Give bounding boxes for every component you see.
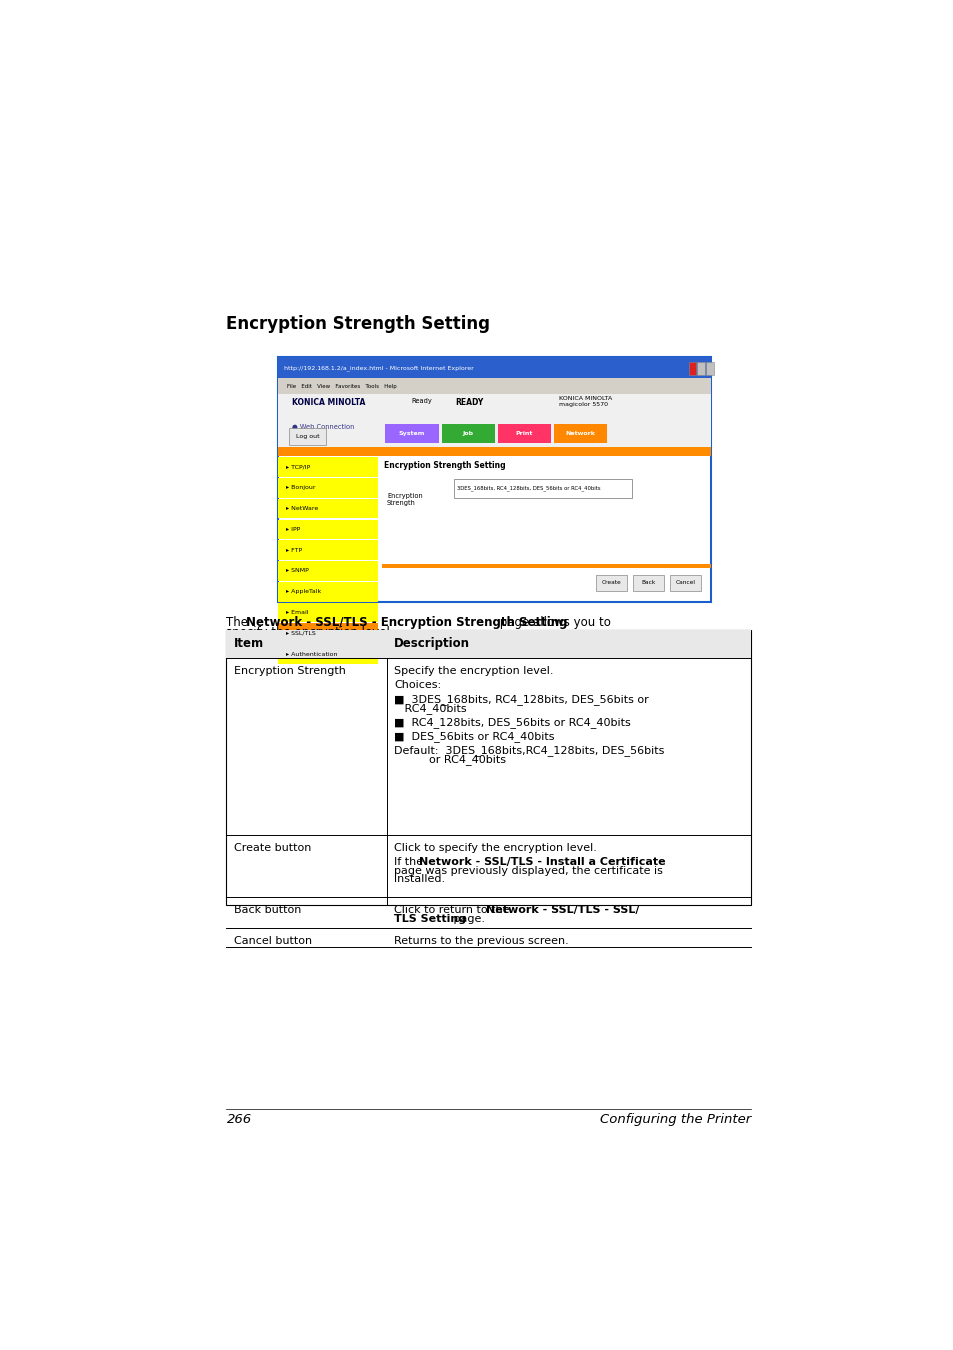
Text: http://192.168.1.2/a_index.html - Microsoft Internet Explorer: http://192.168.1.2/a_index.html - Micros… [284,364,474,371]
Bar [289,428,326,444]
Text: Cancel button: Cancel button [233,937,312,946]
Bar [226,629,751,657]
Text: Cancel: Cancel [675,580,695,586]
Text: System: System [398,431,425,436]
Text: Click to return to the: Click to return to the [394,906,513,915]
Bar [278,378,710,394]
Text: Specify the encryption level.: Specify the encryption level. [394,666,553,676]
Bar [278,562,377,580]
Text: Configuring the Printer: Configuring the Printer [599,1112,751,1126]
Text: Ready: Ready [411,398,432,404]
Text: ▸ Authentication: ▸ Authentication [285,652,336,656]
Text: ▸ NetWare: ▸ NetWare [285,506,317,512]
Bar [454,479,631,498]
Text: The: The [226,616,252,629]
Text: ▸ SSL/TLS: ▸ SSL/TLS [285,630,315,636]
Text: Item: Item [233,637,264,651]
Text: TLS Setting: TLS Setting [394,914,466,923]
Text: specify the encryption level.: specify the encryption level. [226,626,394,639]
Text: Network - SSL/TLS - SSL/: Network - SSL/TLS - SSL/ [486,906,639,915]
Bar [278,644,377,664]
Bar [278,520,377,539]
Text: Back button: Back button [233,906,301,915]
Text: Default:  3DES_168bits,RC4_128bits, DES_56bits: Default: 3DES_168bits,RC4_128bits, DES_5… [394,745,663,756]
Text: KONICA MINOLTA
magicolor 5570: KONICA MINOLTA magicolor 5570 [558,396,612,406]
Text: Encryption Strength: Encryption Strength [233,666,345,676]
Text: Description: Description [394,637,470,651]
Bar [226,629,751,906]
Text: Encryption
Strength: Encryption Strength [387,493,422,505]
Bar [278,478,377,498]
Bar [697,362,704,375]
Text: Create button: Create button [233,842,311,853]
Text: page.: page. [450,914,484,923]
Text: Print: Print [516,431,533,436]
Bar [278,602,377,622]
Text: Back: Back [640,580,655,586]
Text: 266: 266 [226,1112,252,1126]
Text: ▸ Bonjour: ▸ Bonjour [285,486,314,490]
Text: Create: Create [601,580,621,586]
Text: Network: Network [565,431,595,436]
Bar [385,424,438,443]
Text: or RC4_40bits: or RC4_40bits [394,753,505,764]
Text: 3DES_168bits, RC4_128bits, DES_56bits or RC4_40bits: 3DES_168bits, RC4_128bits, DES_56bits or… [456,486,600,491]
Bar [278,447,710,456]
Bar [278,624,377,643]
Text: KONICA MINOLTA: KONICA MINOLTA [292,398,364,408]
Bar [705,362,713,375]
Text: Network - SSL/TLS - Encryption Strength Setting: Network - SSL/TLS - Encryption Strength … [246,616,567,629]
Bar [441,424,495,443]
Bar [554,424,606,443]
Text: page allows you to: page allows you to [495,616,610,629]
Bar [497,424,551,443]
Text: ▸ Email: ▸ Email [285,610,308,616]
Bar [278,358,710,378]
Text: RC4_40bits: RC4_40bits [394,703,466,714]
Text: Log out: Log out [295,433,319,439]
Text: Choices:: Choices: [394,680,440,690]
Text: ▸ TCP/IP: ▸ TCP/IP [285,464,310,470]
Text: Encryption Strength Setting: Encryption Strength Setting [383,462,505,470]
Bar [278,582,377,602]
Bar [278,498,377,518]
Bar [278,358,710,602]
Bar [633,575,663,591]
Text: ▸ IPP: ▸ IPP [285,526,299,532]
Bar [278,540,377,560]
Text: ■  RC4_128bits, DES_56bits or RC4_40bits: ■ RC4_128bits, DES_56bits or RC4_40bits [394,717,630,728]
Text: page was previously displayed, the certificate is: page was previously displayed, the certi… [394,865,662,876]
Text: File   Edit   View   Favorites   Tools   Help: File Edit View Favorites Tools Help [287,383,396,389]
Text: Encryption Strength Setting: Encryption Strength Setting [226,315,490,333]
Text: Network - SSL/TLS - Install a Certificate: Network - SSL/TLS - Install a Certificat… [418,857,665,867]
Bar [596,575,626,591]
Bar [669,575,700,591]
Text: Job: Job [462,431,474,436]
Bar [688,362,695,375]
Bar [278,394,710,448]
Text: Returns to the previous screen.: Returns to the previous screen. [394,937,568,946]
Text: ■  3DES_168bits, RC4_128bits, DES_56bits or: ■ 3DES_168bits, RC4_128bits, DES_56bits … [394,694,648,705]
Text: installed.: installed. [394,875,445,884]
Text: If the: If the [394,857,426,867]
Text: Click to specify the encryption level.: Click to specify the encryption level. [394,842,597,853]
Bar [278,458,377,477]
Text: ● Web Connection: ● Web Connection [292,424,354,429]
Text: ■  DES_56bits or RC4_40bits: ■ DES_56bits or RC4_40bits [394,730,554,741]
Text: READY: READY [456,398,483,408]
Bar [382,564,710,568]
Text: ▸ FTP: ▸ FTP [285,548,301,552]
Text: ▸ SNMP: ▸ SNMP [285,568,308,574]
Text: ▸ AppleTalk: ▸ AppleTalk [285,590,320,594]
